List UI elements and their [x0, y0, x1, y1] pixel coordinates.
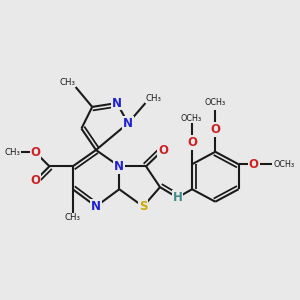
Text: OCH₃: OCH₃: [273, 160, 294, 169]
Text: O: O: [187, 136, 197, 149]
Text: CH₃: CH₃: [60, 78, 76, 87]
Text: O: O: [210, 123, 220, 136]
Text: CH₃: CH₃: [5, 148, 21, 157]
Text: O: O: [249, 158, 259, 171]
Text: O: O: [158, 143, 168, 157]
Text: OCH₃: OCH₃: [180, 114, 201, 123]
Text: CH₃: CH₃: [146, 94, 161, 103]
Text: N: N: [112, 97, 122, 110]
Text: H: H: [172, 191, 182, 204]
Text: CH₃: CH₃: [65, 213, 81, 222]
Text: O: O: [31, 146, 40, 159]
Text: N: N: [114, 160, 124, 173]
Text: N: N: [91, 200, 101, 213]
Text: S: S: [139, 200, 147, 213]
Text: O: O: [31, 174, 40, 187]
Text: N: N: [123, 117, 133, 130]
Text: OCH₃: OCH₃: [205, 98, 226, 107]
